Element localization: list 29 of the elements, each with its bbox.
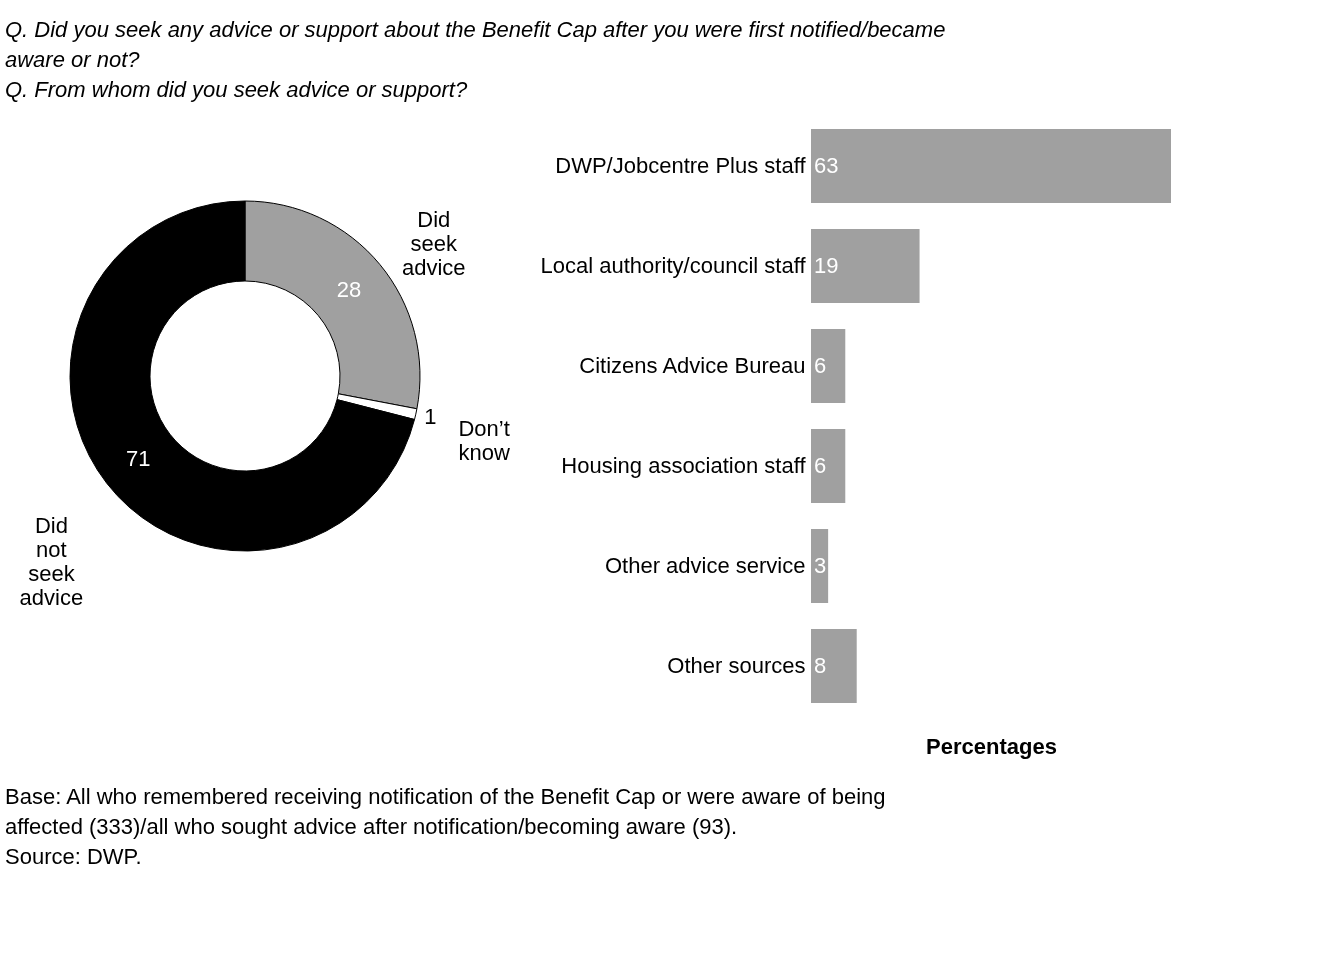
bar bbox=[811, 429, 846, 503]
data-label: 28 bbox=[336, 276, 362, 302]
slice-label: Did seek advice bbox=[401, 206, 466, 280]
slice-label: Don’t know bbox=[458, 416, 510, 466]
data-label: 6 bbox=[814, 453, 827, 478]
y-tick-label: DWP/Jobcentre Plus staff bbox=[555, 153, 807, 178]
data-label: 71 bbox=[126, 445, 151, 471]
bar bbox=[811, 329, 846, 403]
y-tick-label: Local authority/council staff bbox=[540, 253, 807, 278]
slice-label: Did not seek advice bbox=[19, 513, 84, 611]
data-label: 3 bbox=[814, 553, 827, 578]
text: Base: All who remembered receiving notification of the Benefit Cap or were aware of being affected (333)/all who sought advice after notification/becoming aware (93). bbox=[5, 784, 886, 839]
source-note: Source: DWP. bbox=[5, 844, 142, 869]
chart-title: Q. Did you seek any advice or support about the Benefit Cap after you were first notified/became aware or not? bbox=[5, 17, 946, 72]
bar bbox=[811, 529, 829, 603]
y-tick-label: Housing association staff bbox=[561, 453, 807, 478]
data-label: 63 bbox=[814, 153, 839, 178]
bar bbox=[811, 229, 920, 303]
bar bbox=[811, 129, 1171, 203]
x-axis-title: Percentages bbox=[926, 733, 1057, 759]
data-label: 19 bbox=[814, 253, 839, 278]
y-tick-label: Other advice service bbox=[604, 553, 806, 578]
bar bbox=[811, 629, 857, 703]
data-label: 1 bbox=[424, 404, 437, 430]
data-label: 6 bbox=[814, 353, 827, 378]
data-label: 8 bbox=[814, 653, 827, 678]
y-tick-label: Other sources bbox=[667, 653, 806, 678]
chart-subtitle: Q. From whom did you seek advice or support? bbox=[5, 77, 468, 102]
y-tick-label: Citizens Advice Bureau bbox=[579, 353, 806, 378]
